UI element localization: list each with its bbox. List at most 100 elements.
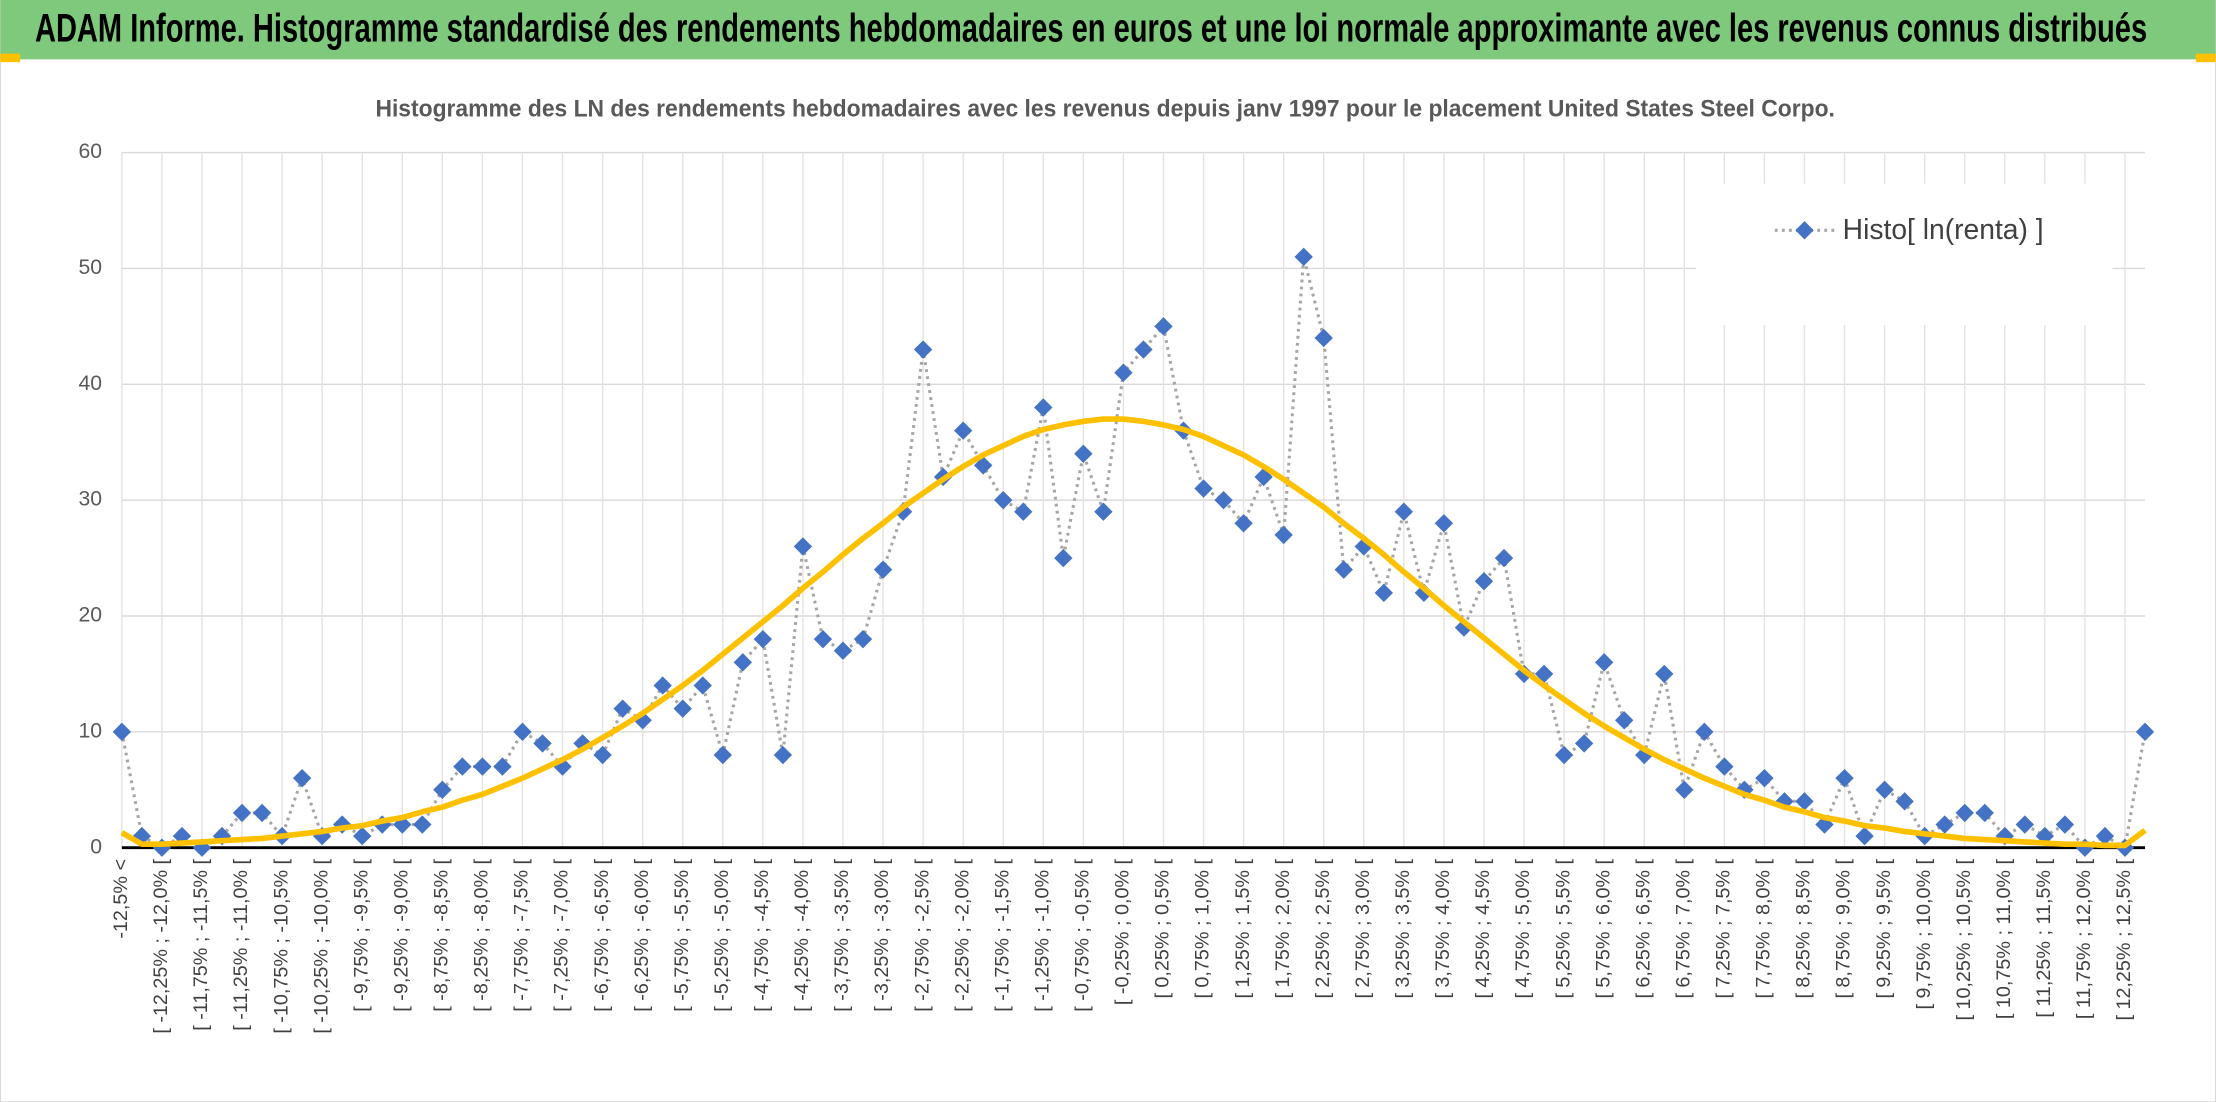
data-point <box>473 757 492 776</box>
data-point <box>1194 479 1213 498</box>
y-tick-label: 50 <box>78 256 102 279</box>
data-point <box>1795 792 1814 811</box>
legend-box <box>1695 183 2113 325</box>
data-point <box>1054 548 1073 568</box>
y-tick-label: 20 <box>78 604 102 627</box>
x-tick-label: [ -5,75% ; -5,5% [ <box>671 858 693 1011</box>
data-point <box>773 745 793 765</box>
legend-marker <box>1795 221 1814 240</box>
x-tick-label: [ -3,75% ; -3,5% [ <box>831 858 853 1011</box>
x-tick-label: [ -7,25% ; -7,0% [ <box>551 858 573 1011</box>
data-point <box>1394 502 1414 521</box>
corner-mark <box>2195 53 2216 63</box>
data-point <box>1134 340 1153 359</box>
data-point <box>753 629 773 649</box>
x-tick-label: [ 11,25% ; 11,5% [ <box>2033 858 2055 1017</box>
x-tick-label: [ -0,75% ; -0,5% [ <box>1072 858 1094 1011</box>
x-tick-label: [ -6,75% ; -6,5% [ <box>591 858 613 1011</box>
data-point <box>1755 768 1774 788</box>
x-tick-label: [ -10,75% ; -10,5% [ <box>270 858 292 1033</box>
data-point <box>873 560 893 579</box>
x-tick-label: [ -2,25% ; -2,0% [ <box>951 858 973 1011</box>
x-tick-label: [ 7,25% ; 7,5% [ <box>1713 858 1735 998</box>
x-tick-label: [ -8,25% ; -8,0% [ <box>471 858 493 1011</box>
grid: 0 10 20 30 40 50 60 -12,5% < [ -12,25% ; -12,0% … <box>78 140 2146 1034</box>
x-tick-label: [ 8,75% ; 9,0% [ <box>1833 858 1855 998</box>
x-tick-label: [ -4,75% ; -4,5% [ <box>751 858 773 1011</box>
data-point <box>1494 548 1514 568</box>
x-tick-label: [ 4,75% ; 5,0% [ <box>1512 858 1534 998</box>
data-point <box>513 722 532 742</box>
data-point <box>1214 490 1233 510</box>
data-point <box>1715 757 1734 776</box>
y-tick-label: 10 <box>78 719 102 742</box>
x-tick-label: [ -9,75% ; -9,5% [ <box>350 858 372 1011</box>
x-tick-label: [ 1,75% ; 2,0% [ <box>1272 858 1294 998</box>
chart-title: Histogramme des LN des rendements hebdom… <box>375 96 1834 123</box>
data-point <box>1695 722 1714 742</box>
x-tick-label: [ -6,25% ; -6,0% [ <box>631 858 653 1011</box>
x-tick-label: [ -5,25% ; -5,0% [ <box>711 858 733 1011</box>
x-tick-label: [ 5,25% ; 5,5% [ <box>1552 858 1574 998</box>
x-tick-label: [ -0,25% ; 0,0% [ <box>1112 858 1134 1005</box>
data-point <box>1594 653 1614 672</box>
x-tick-label: [ -7,75% ; -7,5% [ <box>511 858 533 1011</box>
plot-area <box>112 247 2155 857</box>
data-point <box>593 745 612 765</box>
data-point <box>1554 745 1574 765</box>
data-point <box>2015 815 2035 834</box>
data-point <box>1034 398 1053 417</box>
data-point <box>1675 780 1694 799</box>
data-point <box>1655 664 1674 684</box>
x-tick-label: [ 10,75% ; 11,0% [ <box>1993 858 2015 1019</box>
legend-label: Histo[ ln(renta) ] <box>1843 213 2044 245</box>
curve-line <box>120 416 2147 849</box>
data-point <box>953 421 973 440</box>
x-tick-label: [ -4,25% ; -4,0% [ <box>791 858 813 1011</box>
x-tick-label: [ 1,25% ; 1,5% [ <box>1232 858 1254 998</box>
data-point <box>1374 583 1394 603</box>
x-tick-label: [ 6,75% ; 7,0% [ <box>1673 858 1695 998</box>
x-tick-label: [ 5,75% ; 6,0% [ <box>1592 858 1614 998</box>
data-point <box>1975 803 1994 823</box>
x-tick-label: -12,5% < <box>110 859 132 939</box>
data-point <box>433 780 452 799</box>
x-tick-label: [ 2,25% ; 2,5% [ <box>1312 858 1334 998</box>
data-point <box>1094 502 1113 521</box>
x-tick-label: [ 11,75% ; 12,0% [ <box>2073 858 2095 1019</box>
data-point <box>413 815 432 834</box>
data-point <box>733 653 753 672</box>
data-point <box>1875 780 1894 799</box>
data-point <box>533 734 552 753</box>
data-point <box>693 676 712 695</box>
x-tick-label: [ -10,25% ; -10,0% [ <box>310 858 332 1033</box>
data-point <box>713 745 732 765</box>
data-point <box>1414 583 1434 603</box>
y-tick-label: 60 <box>78 140 102 163</box>
data-point <box>813 629 833 649</box>
data-point <box>1234 514 1253 533</box>
data-point <box>613 699 632 718</box>
data-point <box>1574 734 1594 753</box>
x-tick-label: [ 0,75% ; 1,0% [ <box>1192 858 1214 998</box>
y-tick-label: 30 <box>78 488 102 511</box>
legend: Histo[ ln(renta) ] <box>1695 183 2113 325</box>
data-point <box>1314 328 1333 348</box>
x-tick-label: [ -11,75% ; -11,5% [ <box>190 859 212 1031</box>
data-point <box>673 699 692 718</box>
data-point <box>453 757 472 776</box>
x-tick-label: [ -1,25% ; -1,0% [ <box>1032 858 1054 1011</box>
data-point <box>493 757 512 776</box>
data-point <box>1534 664 1554 684</box>
data-point <box>232 803 252 823</box>
x-tick-label: [ 12,25% ; 12,5% [ <box>2113 858 2135 1020</box>
data-point <box>1294 247 1313 267</box>
data-point <box>1895 792 1914 811</box>
data-point <box>1434 514 1454 533</box>
data-point <box>1474 572 1494 591</box>
data-point <box>1074 444 1093 463</box>
x-tick-label: [ 2,75% ; 3,0% [ <box>1352 858 1374 998</box>
data-point <box>353 826 372 846</box>
x-tick-label: [ 10,25% ; 10,5% [ <box>1953 858 1975 1020</box>
